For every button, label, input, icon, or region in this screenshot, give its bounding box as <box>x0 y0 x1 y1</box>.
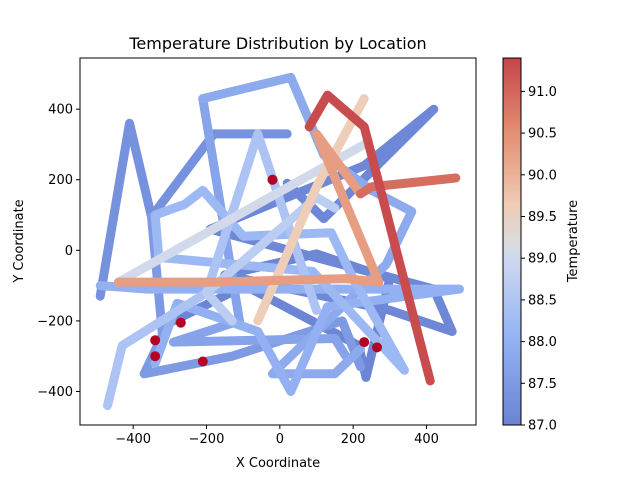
y-axis: −400 −200 0 200 400 <box>37 103 80 400</box>
colorbar-tick-label-5: 89.5 <box>528 210 557 225</box>
chart-title: Temperature Distribution by Location <box>128 34 426 53</box>
y-tick-label-0: −400 <box>37 385 73 400</box>
series-line-13 <box>356 173 461 199</box>
x-tick-label-3: 200 <box>341 432 366 447</box>
colorbar-tick-label-8: 91.0 <box>528 85 557 100</box>
x-tick-label-0: −400 <box>115 432 151 447</box>
y-axis-label: Y Coordinate <box>12 199 27 283</box>
x-axis: −400 −200 0 200 400 <box>115 425 439 447</box>
y-tick-label-4: 400 <box>48 103 73 118</box>
plot-frame <box>79 57 477 426</box>
colorbar-ticks: 87.0 87.5 88.0 88.5 89.0 89.5 90.0 90.5 91.0 <box>521 85 557 434</box>
series-line-4 <box>169 94 351 361</box>
y-tick-label-1: −200 <box>37 314 73 329</box>
data-point-5 <box>359 337 370 348</box>
data-point-1 <box>150 351 161 362</box>
y-tick-label-2: 0 <box>65 244 73 259</box>
x-tick-label-4: 400 <box>414 432 439 447</box>
series-line-5 <box>198 72 417 379</box>
colorbar-gradient <box>502 57 522 426</box>
colorbar-tick-label-0: 87.0 <box>528 419 557 434</box>
plot-area <box>95 72 464 411</box>
data-point-2 <box>175 317 186 328</box>
series-line-6 <box>95 281 464 396</box>
x-tick-label-1: −200 <box>189 432 225 447</box>
colorbar-tick-label-7: 90.5 <box>528 127 557 142</box>
x-axis-label: X Coordinate <box>236 456 320 471</box>
colorbar-tick-label-6: 90.0 <box>528 168 557 183</box>
colorbar-tick-label-3: 88.5 <box>528 293 557 308</box>
series-line-9 <box>202 192 340 326</box>
y-tick-label-3: 200 <box>48 173 73 188</box>
series-line-2 <box>95 118 292 301</box>
x-tick-label-2: 0 <box>276 432 284 447</box>
colorbar-tick-label-4: 89.0 <box>528 252 557 267</box>
series-line-3 <box>139 212 365 379</box>
data-point-0 <box>150 335 161 346</box>
data-point-3 <box>197 356 208 367</box>
colorbar-tick-label-2: 88.0 <box>528 335 557 350</box>
marker-layer <box>150 174 382 367</box>
colorbar-label: Temperature <box>566 200 581 283</box>
data-point-4 <box>267 174 278 185</box>
series-line-12 <box>114 129 384 287</box>
data-point-6 <box>372 342 382 353</box>
colorbar-tick-label-1: 87.5 <box>528 377 557 392</box>
series-layer <box>95 72 464 411</box>
colorbar: 87.0 87.5 88.0 88.5 89.0 89.5 90.0 90.5 91.0 Tem… <box>502 57 581 434</box>
series-line-14 <box>304 90 435 386</box>
